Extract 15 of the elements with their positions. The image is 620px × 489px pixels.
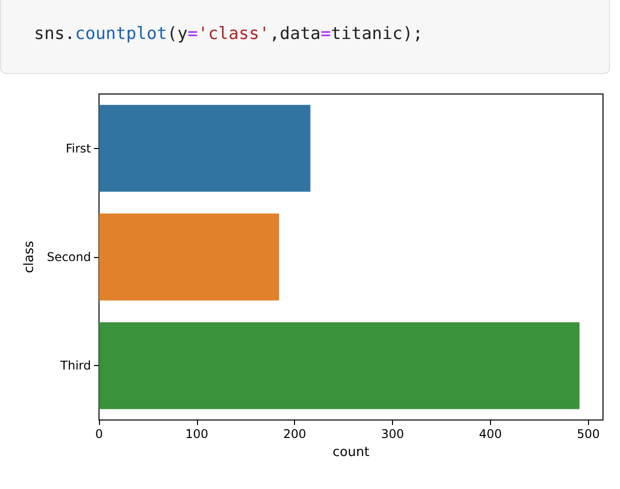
x-tick-label: 100: [185, 427, 208, 441]
bar: [99, 214, 280, 300]
x-axis-title: count: [332, 445, 370, 460]
y-tick-label: Second: [46, 250, 91, 264]
x-tick-label: 200: [283, 427, 306, 441]
x-tick-label: 0: [95, 427, 103, 441]
text: sns.countplot(y='class',data=titanic);: [34, 24, 424, 44]
bar: [99, 104, 310, 192]
x-tick-label: 400: [479, 427, 502, 441]
y-axis-title: class: [22, 240, 37, 274]
y-tick-label: First: [66, 141, 92, 156]
x-tick-label: 500: [576, 427, 600, 441]
x-tick-label: 300: [381, 427, 404, 441]
bar: [99, 322, 580, 410]
y-tick-label: Third: [59, 358, 91, 373]
